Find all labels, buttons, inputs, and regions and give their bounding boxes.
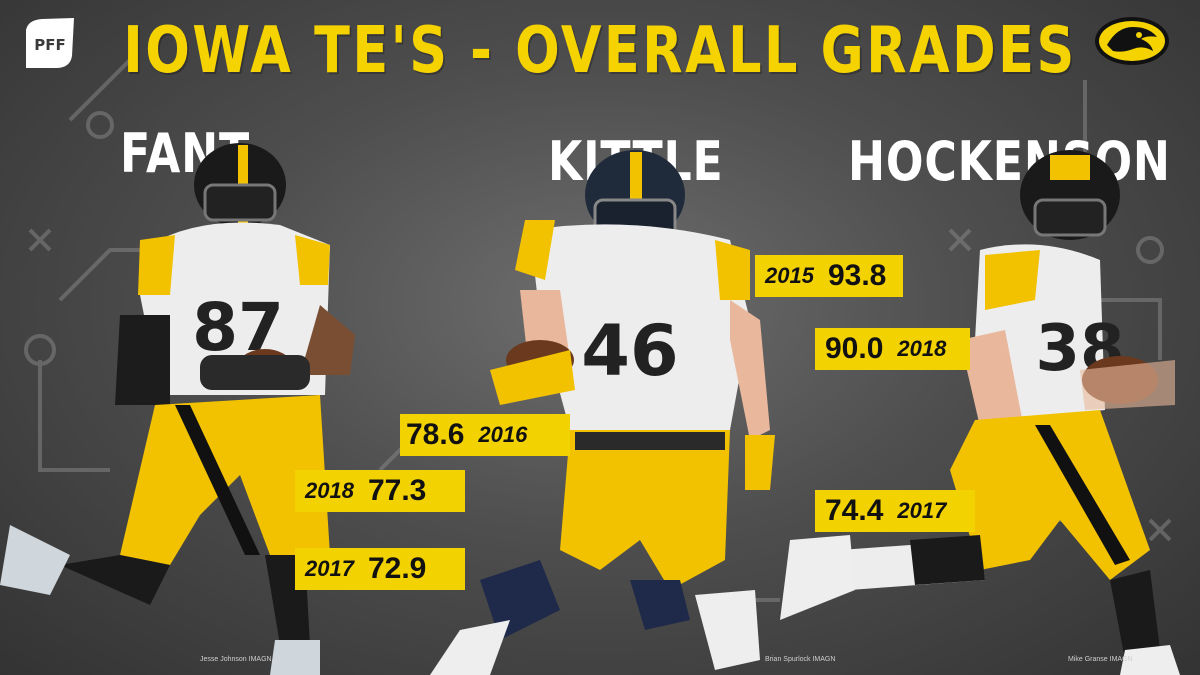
grade-value: 77.3 bbox=[367, 474, 427, 507]
grade-year: 2018 bbox=[897, 336, 947, 361]
grade-value: 93.8 bbox=[827, 259, 887, 292]
grade-bar-fant-2018: 2018 77.3 bbox=[295, 470, 465, 512]
grade-bar-kittle-2016: 78.6 2016 bbox=[400, 414, 570, 456]
photo-credit-kittle: Brian Spurlock IMAGN bbox=[765, 656, 836, 663]
grade-year: 2017 bbox=[897, 498, 947, 523]
grade-year: 2018 bbox=[305, 478, 354, 503]
grade-year: 2016 bbox=[478, 422, 528, 447]
pff-logo-text: PFF bbox=[34, 36, 66, 54]
grade-bar-fant-2017: 2017 72.9 bbox=[295, 548, 465, 590]
player-photo-hockenson: 38 bbox=[780, 150, 1180, 675]
photo-credit-hockenson: Mike Granse IMAGN bbox=[1068, 656, 1133, 663]
player-photo-kittle: 46 bbox=[430, 150, 775, 675]
grade-year: 2015 bbox=[765, 263, 814, 288]
grade-value: 72.9 bbox=[367, 552, 427, 585]
player-photo-fant: 87 bbox=[0, 143, 355, 675]
photo-credit-fant: Jesse Johnson IMAGN bbox=[200, 656, 272, 663]
grade-value: 90.0 bbox=[825, 332, 884, 365]
grade-value: 78.6 bbox=[406, 418, 465, 451]
grade-bar-hockenson-2018: 90.0 2018 bbox=[815, 328, 970, 370]
grade-bar-hockenson-2017: 74.4 2017 bbox=[815, 490, 975, 532]
iowa-hawkeyes-logo bbox=[1095, 17, 1169, 65]
grade-bar-kittle-2015: 2015 93.8 bbox=[755, 255, 903, 297]
kittle-jersey-number: 46 bbox=[581, 310, 678, 392]
pff-logo: PFF bbox=[26, 18, 74, 68]
grade-value: 74.4 bbox=[825, 494, 884, 527]
page-title: IOWA TE'S - OVERALL GRADES bbox=[123, 14, 1077, 88]
grade-year: 2017 bbox=[305, 556, 354, 581]
